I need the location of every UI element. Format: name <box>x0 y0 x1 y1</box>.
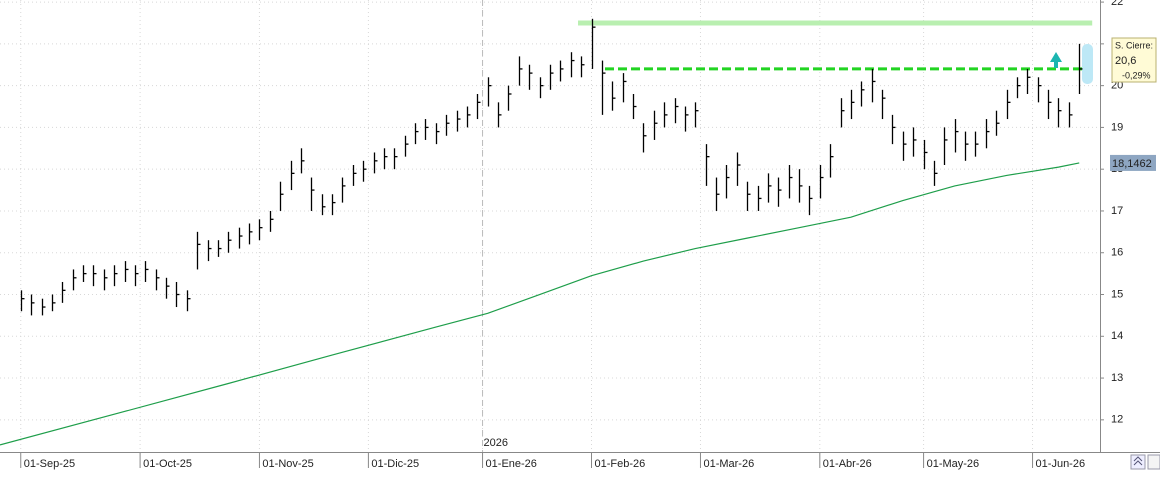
x-tick-label: 01-Jun-26 <box>1036 458 1086 470</box>
scroll-buttons[interactable] <box>1130 454 1160 470</box>
y-tick-label: 12 <box>1111 414 1123 426</box>
x-tick-label: 01-May-26 <box>927 458 980 470</box>
price-box <box>1111 37 1157 83</box>
y-tick-label: 19 <box>1111 121 1123 133</box>
y-tick-label: 20 <box>1111 80 1123 92</box>
zoom-button[interactable] <box>1130 454 1146 470</box>
moving-average-line <box>0 162 1080 446</box>
ma-label-box <box>1110 154 1156 171</box>
x-tick-label: 01-Ene-26 <box>486 458 537 470</box>
x-tick-label: 01-Nov-25 <box>262 458 313 470</box>
x-tick-label: 01-Oct-25 <box>143 458 192 470</box>
x-tick-label: 01-Sep-25 <box>24 458 75 470</box>
arrow-up <box>1050 52 1062 68</box>
year-label: 2026 <box>484 437 508 449</box>
y-tick-label: 14 <box>1111 330 1123 342</box>
x-tick-label: 01-Dic-25 <box>371 458 419 470</box>
y-tick-label: 16 <box>1111 247 1123 259</box>
x-tick-label: 01-Mar-26 <box>703 458 754 470</box>
price-box-close: 20,6 <box>1115 55 1136 67</box>
y-tick-label: 17 <box>1111 205 1123 217</box>
y-tick-label: 15 <box>1111 288 1123 300</box>
zoom-icon <box>1133 456 1143 466</box>
price-box-title: S. Cierre: <box>1115 40 1153 50</box>
ma-label: 18,1462 <box>1112 158 1152 170</box>
y-tick-label: 22 <box>1111 0 1123 8</box>
x-tick-label: 01-Feb-26 <box>595 458 646 470</box>
x-tick-label: 01-Abr-26 <box>823 458 872 470</box>
highlight <box>1082 44 1093 84</box>
price-box-change: -0,29% <box>1122 70 1151 80</box>
scroll-button[interactable] <box>1147 454 1160 470</box>
y-tick-label: 13 <box>1111 372 1123 384</box>
